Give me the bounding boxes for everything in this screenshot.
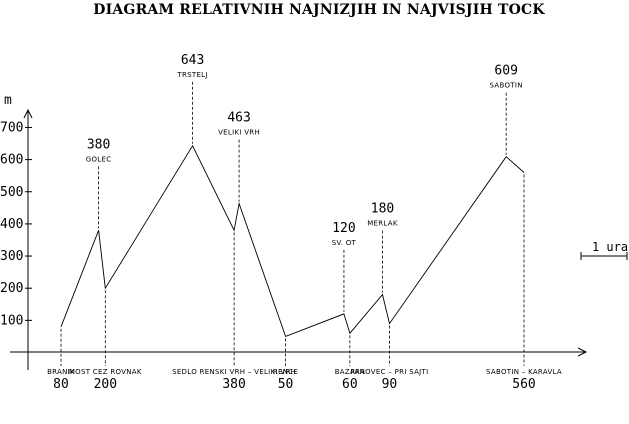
point-name-label: TRSTELJ [176, 71, 207, 79]
point-name-label: SV. OT [332, 239, 357, 247]
elevation-profile-line [60, 144, 525, 337]
y-axis-arrow [23, 108, 33, 119]
y-tick-label: 200 [0, 281, 23, 296]
point-name-label: MOST CEZ ROVNAK [69, 368, 142, 376]
y-axis-unit-label: m [4, 93, 12, 108]
point-value-label: 463 [227, 111, 250, 126]
marker-merlak: MERLAK 180 [367, 202, 398, 293]
y-tick-label: 300 [0, 249, 23, 264]
point-value-label: 120 [332, 221, 355, 236]
scale-bar: 1 ura [580, 240, 628, 260]
point-name-label: BRANIK [47, 368, 75, 376]
point-value-label: 80 [53, 377, 69, 392]
point-name-label: SABOTIN [490, 82, 523, 90]
point-value-label: 609 [494, 64, 517, 79]
point-value-label: 200 [94, 377, 117, 392]
point-value-label: 60 [342, 377, 358, 392]
point-value-label: 560 [512, 377, 535, 392]
y-tick-label: 700 [0, 120, 23, 135]
point-value-label: 180 [371, 202, 394, 217]
point-name-label: SABOTIN – KARAVLA [486, 368, 562, 376]
marker-trstelj: TRSTELJ 643 [176, 53, 207, 144]
scale-bar-label: 1 ura [592, 240, 628, 254]
point-name-label: GOLEC [86, 155, 112, 163]
marker-veliki-vrh: VELIKI VRH 463 [218, 111, 260, 202]
point-value-label: 90 [382, 377, 398, 392]
chart-title: DIAGRAM RELATIVNIH NAJNIZJIH IN NAJVISJI… [93, 2, 545, 18]
point-name-label: RENCE [273, 368, 298, 376]
y-tick-label: 400 [0, 217, 23, 232]
marker-golec: GOLEC 380 [86, 137, 112, 229]
point-name-label: BAZARA [335, 368, 365, 376]
y-axis-ticks: 100 200 300 400 500 600 700 [0, 120, 32, 328]
point-name-label: SEDLO RENSKI VRH – VELIKI VRH [172, 368, 296, 376]
y-tick-label: 100 [0, 313, 23, 328]
point-value-label: 50 [278, 377, 294, 392]
point-value-label: 380 [87, 137, 110, 152]
point-name-label: PANOVEC – PRI SAJTI [350, 368, 428, 376]
point-name-label: VELIKI VRH [218, 129, 260, 137]
x-axis-arrow [577, 347, 588, 357]
marker-sv-ot: SV. OT 120 [332, 221, 357, 312]
marker-sabotin: SABOTIN 609 [490, 64, 523, 155]
y-tick-label: 600 [0, 153, 23, 168]
point-name-label: MERLAK [367, 220, 398, 228]
point-value-label: 380 [222, 377, 245, 392]
point-value-label: 643 [181, 53, 204, 68]
y-tick-label: 500 [0, 185, 23, 200]
